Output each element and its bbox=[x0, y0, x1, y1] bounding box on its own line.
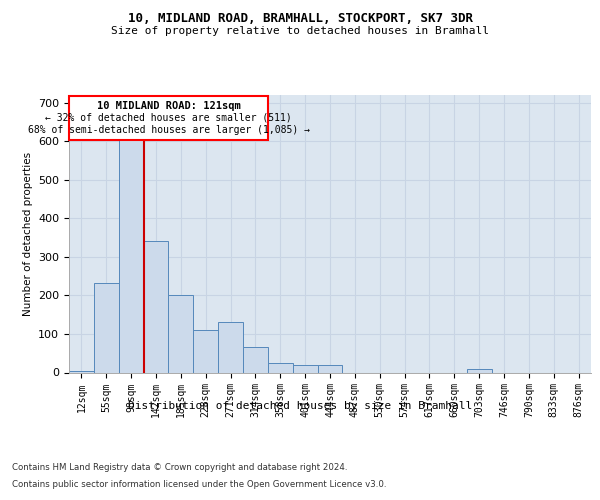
FancyBboxPatch shape bbox=[70, 96, 268, 140]
Bar bbox=[243, 348, 268, 372]
Bar bbox=[94, 283, 119, 372]
Text: 68% of semi-detached houses are larger (1,085) →: 68% of semi-detached houses are larger (… bbox=[28, 126, 310, 136]
Bar bbox=[119, 122, 143, 372]
Bar bbox=[218, 322, 243, 372]
Bar bbox=[69, 370, 94, 372]
Bar bbox=[268, 363, 293, 372]
Text: Distribution of detached houses by size in Bramhall: Distribution of detached houses by size … bbox=[128, 401, 472, 411]
Text: 10 MIDLAND ROAD: 121sqm: 10 MIDLAND ROAD: 121sqm bbox=[97, 100, 241, 110]
Text: ← 32% of detached houses are smaller (511): ← 32% of detached houses are smaller (51… bbox=[46, 113, 292, 123]
Bar bbox=[143, 242, 169, 372]
Text: 10, MIDLAND ROAD, BRAMHALL, STOCKPORT, SK7 3DR: 10, MIDLAND ROAD, BRAMHALL, STOCKPORT, S… bbox=[128, 12, 473, 26]
Bar bbox=[467, 368, 491, 372]
Bar bbox=[193, 330, 218, 372]
Text: Size of property relative to detached houses in Bramhall: Size of property relative to detached ho… bbox=[111, 26, 489, 36]
Bar bbox=[169, 296, 193, 372]
Text: Contains public sector information licensed under the Open Government Licence v3: Contains public sector information licen… bbox=[12, 480, 386, 489]
Bar bbox=[317, 365, 343, 372]
Y-axis label: Number of detached properties: Number of detached properties bbox=[23, 152, 32, 316]
Bar bbox=[293, 365, 317, 372]
Text: Contains HM Land Registry data © Crown copyright and database right 2024.: Contains HM Land Registry data © Crown c… bbox=[12, 464, 347, 472]
